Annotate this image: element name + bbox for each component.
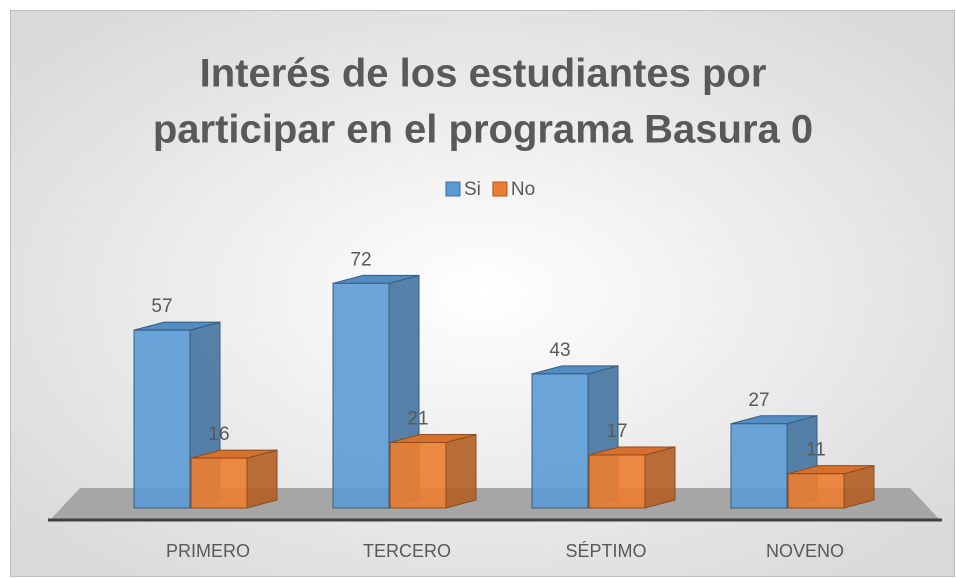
- bar-front: [332, 282, 390, 509]
- bar-front: [133, 329, 191, 509]
- bar-side: [644, 446, 676, 509]
- x-tick-label: PRIMERO: [166, 541, 250, 561]
- legend-label: No: [511, 179, 535, 200]
- data-label: 17: [606, 421, 627, 442]
- x-tick-label: NOVENO: [766, 541, 844, 561]
- legend-swatch: [445, 181, 461, 197]
- x-tick-label: TERCERO: [363, 541, 451, 561]
- bar: [588, 446, 676, 509]
- legend-swatch: [492, 181, 508, 197]
- bar-front: [730, 423, 788, 509]
- chart-title: participar en el programa Basura 0: [153, 108, 813, 152]
- bar-side: [246, 449, 278, 509]
- data-label: 21: [407, 408, 428, 429]
- bar: [389, 433, 477, 509]
- bar: [190, 449, 278, 509]
- legend-label: Si: [464, 179, 481, 200]
- data-label: 72: [350, 249, 371, 270]
- data-label: 43: [549, 340, 570, 361]
- bar-front: [588, 454, 646, 509]
- chart-title: Interés de los estudiantes por: [200, 52, 767, 96]
- data-label: 57: [151, 296, 172, 317]
- bar: [332, 274, 420, 509]
- bar-front: [787, 473, 845, 509]
- data-label: 11: [806, 440, 826, 461]
- data-label: 16: [208, 424, 229, 445]
- bar: [787, 465, 875, 509]
- bar-side: [445, 433, 477, 509]
- data-label: 27: [748, 390, 769, 411]
- bar-front: [389, 441, 447, 509]
- bar-front: [190, 457, 248, 509]
- x-tick-label: SÉPTIMO: [565, 541, 646, 561]
- bar-front: [531, 373, 589, 509]
